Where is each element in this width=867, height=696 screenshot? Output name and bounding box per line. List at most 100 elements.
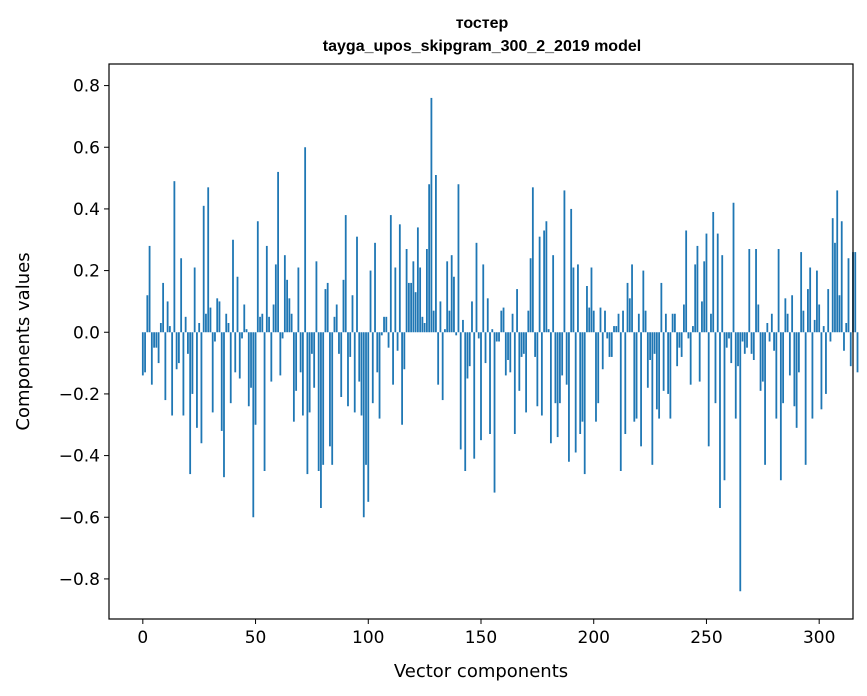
bar-290 xyxy=(795,332,798,428)
bar-9 xyxy=(162,282,165,333)
bar-93 xyxy=(351,295,354,333)
bar-301 xyxy=(820,332,823,410)
bar-304 xyxy=(827,289,830,333)
bar-79 xyxy=(320,332,322,508)
bar-253 xyxy=(712,212,715,333)
bar-271 xyxy=(752,332,755,360)
bar-203 xyxy=(599,307,602,333)
bar-136 xyxy=(448,310,451,333)
bar-300 xyxy=(818,304,821,333)
y-tick-label: 0.2 xyxy=(73,262,100,282)
bar-173 xyxy=(531,187,534,333)
bar-221 xyxy=(640,332,642,447)
bar-224 xyxy=(646,332,649,388)
bar-264 xyxy=(737,332,739,367)
bar-278 xyxy=(768,332,771,342)
bar-42 xyxy=(236,276,239,333)
bar-206 xyxy=(606,332,609,339)
bar-4 xyxy=(150,332,153,385)
bar-308 xyxy=(836,190,839,333)
bar-12 xyxy=(168,326,171,333)
bar-312 xyxy=(845,323,848,333)
bar-85 xyxy=(333,316,336,333)
bar-227 xyxy=(653,332,656,354)
bar-78 xyxy=(317,332,320,471)
bar-195 xyxy=(581,332,584,422)
bar-281 xyxy=(775,332,778,419)
bar-105 xyxy=(378,332,381,419)
bar-145 xyxy=(468,332,471,367)
bar-153 xyxy=(486,298,489,333)
bar-163 xyxy=(509,332,512,373)
bar-10 xyxy=(164,332,167,401)
bar-283 xyxy=(779,332,782,481)
bar-128 xyxy=(430,97,433,333)
y-tick-label: −0.8 xyxy=(59,570,100,590)
bar-102 xyxy=(371,332,374,404)
bar-178 xyxy=(543,230,546,333)
bar-107 xyxy=(383,316,385,333)
bar-25 xyxy=(198,323,201,333)
bar-81 xyxy=(324,289,327,333)
bar-234 xyxy=(669,332,672,419)
x-axis-label: Vector components xyxy=(394,661,568,682)
bar-202 xyxy=(597,332,600,404)
bar-273 xyxy=(757,304,760,333)
bar-8 xyxy=(159,323,162,333)
bar-84 xyxy=(331,332,334,465)
bar-33 xyxy=(216,298,219,333)
bar-149 xyxy=(477,332,480,339)
bar-306 xyxy=(831,218,834,333)
bar-179 xyxy=(545,221,548,333)
bar-219 xyxy=(635,332,638,419)
bar-191 xyxy=(572,267,575,333)
bar-223 xyxy=(644,310,647,333)
bar-34 xyxy=(218,301,221,333)
bar-71 xyxy=(301,332,304,416)
bar-287 xyxy=(788,332,791,376)
bar-72 xyxy=(304,147,307,333)
bar-258 xyxy=(723,332,726,481)
bar-67 xyxy=(292,332,295,422)
bar-74 xyxy=(308,332,311,413)
bar-133 xyxy=(441,332,444,401)
bar-18 xyxy=(182,332,185,416)
bar-237 xyxy=(676,332,679,367)
bar-26 xyxy=(200,332,203,444)
bar-118 xyxy=(407,282,410,333)
bar-276 xyxy=(764,332,766,465)
bar-230 xyxy=(660,282,663,333)
y-tick-label: 0.0 xyxy=(73,323,100,343)
bar-29 xyxy=(207,187,210,333)
bar-311 xyxy=(843,332,845,351)
bar-228 xyxy=(655,332,658,410)
bar-51 xyxy=(256,221,259,333)
bar-126 xyxy=(425,249,428,333)
bar-168 xyxy=(520,332,523,357)
bar-309 xyxy=(838,295,841,333)
x-tick-label: 300 xyxy=(803,628,835,648)
bar-165 xyxy=(513,332,516,434)
bar-148 xyxy=(475,242,478,333)
bar-17 xyxy=(180,258,183,333)
bar-101 xyxy=(369,270,372,333)
bar-76 xyxy=(313,332,316,388)
bar-252 xyxy=(710,313,712,333)
chart-title: тостер xyxy=(456,15,509,32)
bar-279 xyxy=(770,313,773,333)
y-axis: −0.8 −0.6 −0.4 −0.2 0.0 0.2 0.4 0.6 0.8 xyxy=(59,77,109,590)
bar-65 xyxy=(288,298,291,333)
bar-250 xyxy=(705,233,708,333)
bar-246 xyxy=(696,245,699,333)
bar-23 xyxy=(193,267,196,333)
bar-268 xyxy=(746,332,748,348)
bar-158 xyxy=(498,332,500,342)
bar-282 xyxy=(777,249,780,333)
bar-100 xyxy=(367,332,370,502)
bar-275 xyxy=(761,332,764,382)
bar-172 xyxy=(529,258,532,333)
bar-56 xyxy=(268,316,270,333)
y-tick-label: −0.4 xyxy=(59,447,100,467)
bar-38 xyxy=(227,323,230,333)
